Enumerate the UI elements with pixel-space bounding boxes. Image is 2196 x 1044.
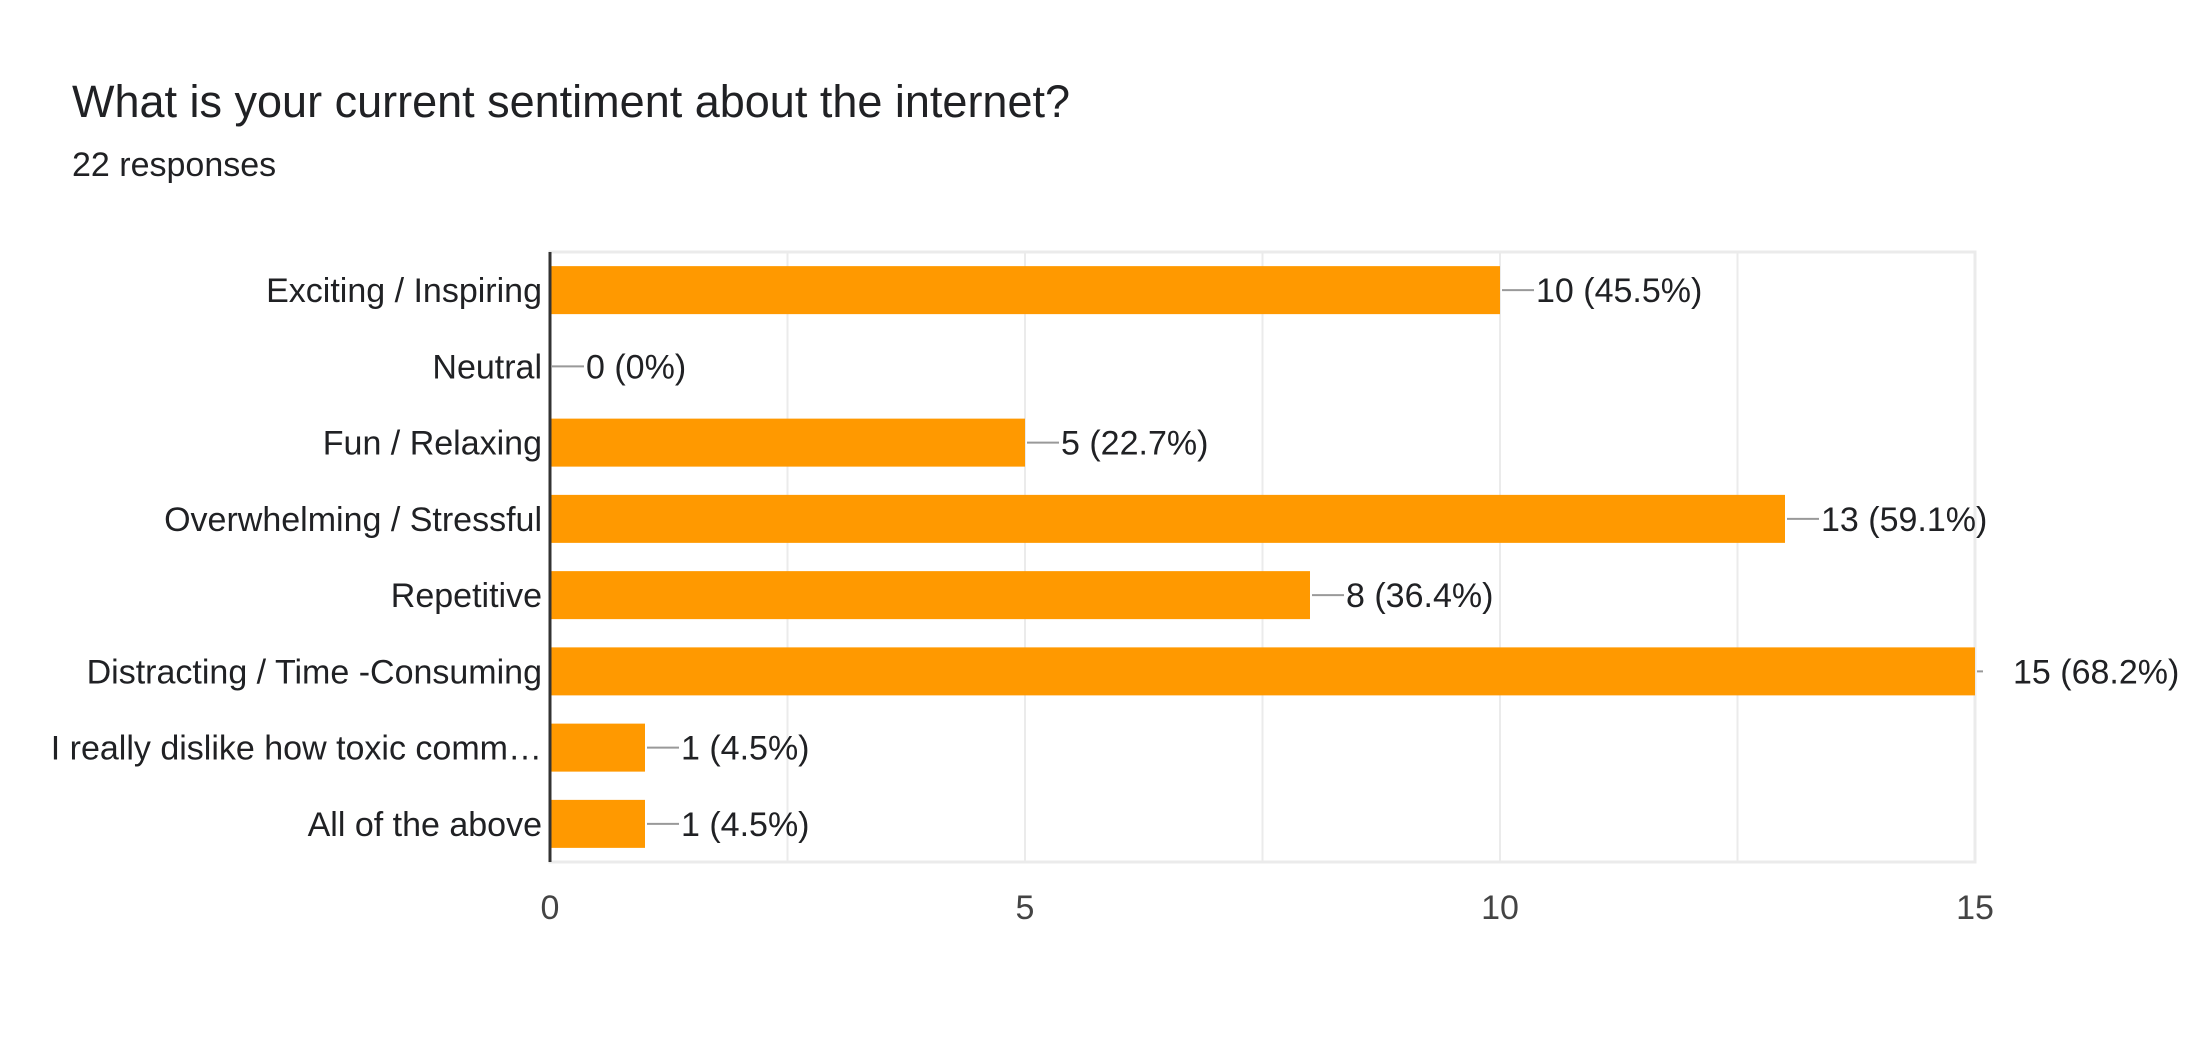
bar	[550, 494, 1785, 543]
chart-header: What is your current sentiment about the…	[72, 70, 1070, 188]
data-label: 8 (36.4%)	[1346, 577, 1493, 615]
x-tick-label: 5	[1016, 889, 1035, 927]
category-label: Fun / Relaxing	[323, 425, 542, 463]
bar	[550, 571, 1310, 620]
bar	[550, 266, 1500, 315]
bar	[550, 418, 1025, 467]
category-label: I really dislike how toxic comm…	[51, 730, 542, 768]
data-label: 10 (45.5%)	[1536, 272, 1702, 310]
data-label: 15 (68.2%)	[2013, 653, 2179, 691]
category-label: Neutral	[432, 348, 542, 386]
x-tick-label: 0	[541, 889, 560, 927]
data-label: 13 (59.1%)	[1821, 501, 1987, 539]
bar	[550, 723, 645, 772]
bar	[550, 799, 645, 848]
chart-title: What is your current sentiment about the…	[72, 76, 1071, 127]
x-tick-label: 15	[1956, 889, 1994, 927]
category-label: Overwhelming / Stressful	[164, 501, 542, 539]
data-label: 1 (4.5%)	[681, 806, 810, 844]
category-label: Distracting / Time -Consuming	[87, 653, 542, 691]
category-label: Exciting / Inspiring	[266, 272, 542, 310]
response-count: 22 responses	[72, 146, 277, 184]
data-label: 5 (22.7%)	[1061, 425, 1208, 463]
category-label: Repetitive	[391, 577, 542, 615]
category-label: All of the above	[308, 806, 542, 844]
x-tick-label: 10	[1481, 889, 1519, 927]
data-label: 1 (4.5%)	[681, 730, 810, 768]
data-label: 0 (0%)	[586, 348, 686, 386]
bar	[550, 647, 1975, 696]
